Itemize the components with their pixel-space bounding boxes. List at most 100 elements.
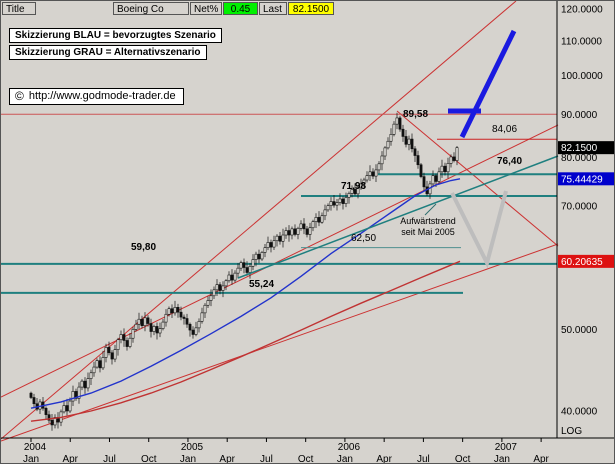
- candle-body: [80, 380, 84, 388]
- candle-body: [227, 274, 231, 282]
- candle-body: [278, 235, 282, 242]
- candle-body: [71, 391, 75, 402]
- candle-body: [92, 366, 96, 374]
- x-axis-month: Apr: [219, 454, 235, 464]
- candle-body: [200, 312, 204, 322]
- candle-body: [437, 171, 441, 182]
- last-price-tag-bg: [558, 141, 614, 155]
- trend-annotation-line2: seit Mai 2005: [401, 227, 455, 237]
- candle-body: [377, 163, 381, 171]
- price-label-59,80: 59,80: [131, 242, 156, 253]
- x-axis-month: Oct: [455, 454, 471, 464]
- candle-body: [98, 360, 102, 369]
- candle-body: [89, 372, 93, 379]
- candle-body: [260, 252, 264, 260]
- moving-average-blue: [30, 178, 461, 409]
- x-axis-month: Jan: [23, 454, 39, 464]
- candle-body: [47, 414, 51, 421]
- candle-body: [155, 326, 159, 334]
- candle-body: [275, 235, 279, 242]
- candle-body: [95, 360, 99, 368]
- candle-body: [137, 318, 141, 325]
- candle-body: [101, 357, 105, 369]
- candle-body: [146, 317, 150, 324]
- x-axis-month: Jan: [180, 454, 196, 464]
- alternative-scenario-grey-v: [450, 190, 508, 269]
- candle-body: [434, 175, 438, 182]
- candle-body: [380, 155, 384, 165]
- candle-body: [251, 259, 255, 267]
- candle-body: [191, 329, 195, 335]
- uptrend-shallow-red: [1, 243, 559, 442]
- price-label-62,50: 62,50: [351, 233, 376, 244]
- scenario-legend-blue: Skizzierung BLAU = bevorzugtes Szenario: [9, 28, 222, 43]
- candle-body: [185, 318, 189, 325]
- candle-body: [206, 300, 210, 306]
- candle-body: [272, 240, 276, 248]
- candle-body: [83, 380, 87, 389]
- price-label-71,98: 71,98: [341, 181, 366, 192]
- candle-body: [365, 175, 369, 181]
- candle-body: [53, 417, 57, 426]
- candle-body: [203, 304, 207, 314]
- candle-body: [284, 230, 288, 236]
- y-axis-label-80.0000: 80.0000: [561, 153, 598, 164]
- candle-body: [455, 147, 459, 161]
- symbol-field[interactable]: Boeing Co: [113, 2, 189, 15]
- candle-body: [68, 400, 72, 412]
- candle-body: [104, 347, 108, 358]
- candle-body: [350, 189, 354, 194]
- x-axis-month: Jul: [103, 454, 116, 464]
- candle-body: [326, 205, 330, 211]
- y-axis-label-50.0000: 50.0000: [561, 325, 598, 336]
- candle-body: [218, 284, 222, 291]
- title-label: Title: [2, 2, 36, 15]
- price-axis[interactable]: 120.0000 110.0000 100.0000 90.0000 80.0000 70…: [558, 5, 615, 438]
- x-axis-year-2005: 2005: [181, 442, 204, 453]
- candlestick-series[interactable]: [29, 112, 459, 431]
- x-axis-month: Apr: [376, 454, 392, 464]
- candle-body: [212, 289, 216, 297]
- candle-body: [407, 138, 411, 145]
- candle-body: [107, 347, 111, 354]
- candle-body: [443, 165, 447, 173]
- candle-body: [353, 189, 357, 195]
- candle-body: [368, 171, 372, 176]
- ma-red-value-tag-bg: [558, 254, 614, 268]
- candle-body: [209, 295, 213, 301]
- candle-body: [86, 378, 90, 389]
- price-label-76,40: 76,40: [497, 156, 522, 167]
- x-axis-month: Jan: [337, 454, 353, 464]
- x-axis-month: Apr: [62, 454, 78, 464]
- candle-body: [236, 267, 240, 274]
- y-axis-label-70.0000: 70.0000: [561, 202, 598, 213]
- candle-body: [125, 340, 129, 347]
- log-scale-label: LOG: [561, 426, 582, 437]
- last-price-tag: 82.1500: [561, 143, 598, 154]
- candle-body: [167, 308, 171, 315]
- x-axis-month: Oct: [298, 454, 314, 464]
- candle-body: [449, 156, 453, 164]
- candle-body: [416, 155, 420, 166]
- candle-body: [413, 148, 417, 156]
- candle-body: [305, 228, 309, 235]
- candle-body: [134, 323, 138, 330]
- candle-body: [386, 140, 390, 149]
- candle-body: [392, 123, 396, 135]
- candle-body: [179, 311, 183, 318]
- candle-body: [119, 334, 123, 341]
- candle-body: [230, 274, 234, 281]
- candle-body: [404, 136, 408, 145]
- moving-average-red: [30, 260, 461, 422]
- candle-body: [452, 156, 456, 161]
- candle-body: [296, 227, 300, 235]
- candle-body: [239, 262, 243, 269]
- uptrend-steep-red: [1, 1, 517, 440]
- x-axis-year-2004: 2004: [24, 442, 47, 453]
- x-axis-month: Oct: [141, 454, 157, 464]
- candle-body: [122, 334, 126, 341]
- candle-body: [170, 308, 174, 314]
